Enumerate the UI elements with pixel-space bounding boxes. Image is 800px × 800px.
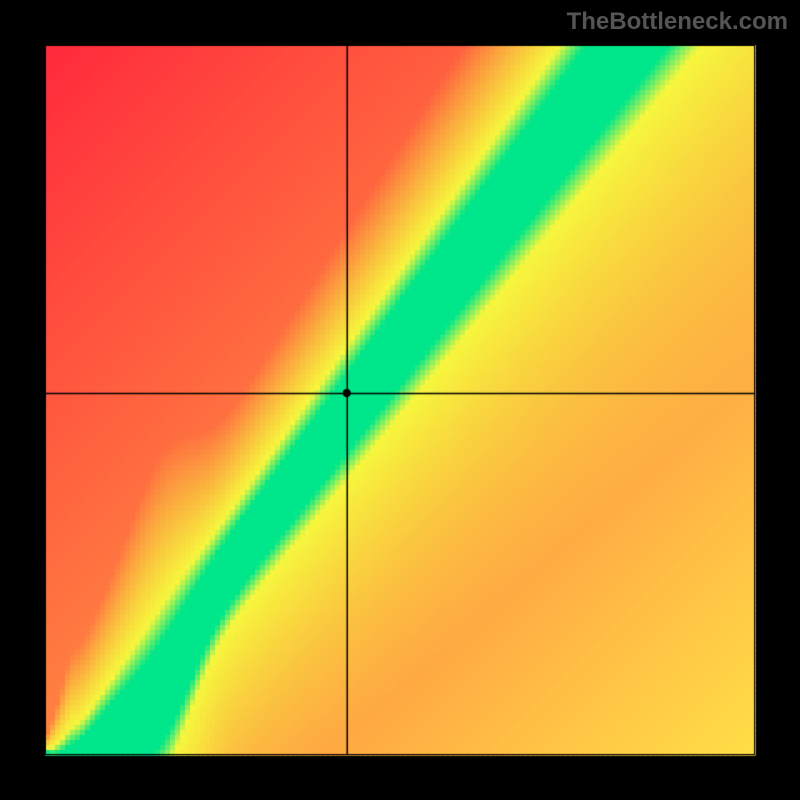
bottleneck-heatmap — [0, 0, 800, 800]
chart-container: TheBottleneck.com — [0, 0, 800, 800]
site-watermark: TheBottleneck.com — [567, 8, 788, 36]
